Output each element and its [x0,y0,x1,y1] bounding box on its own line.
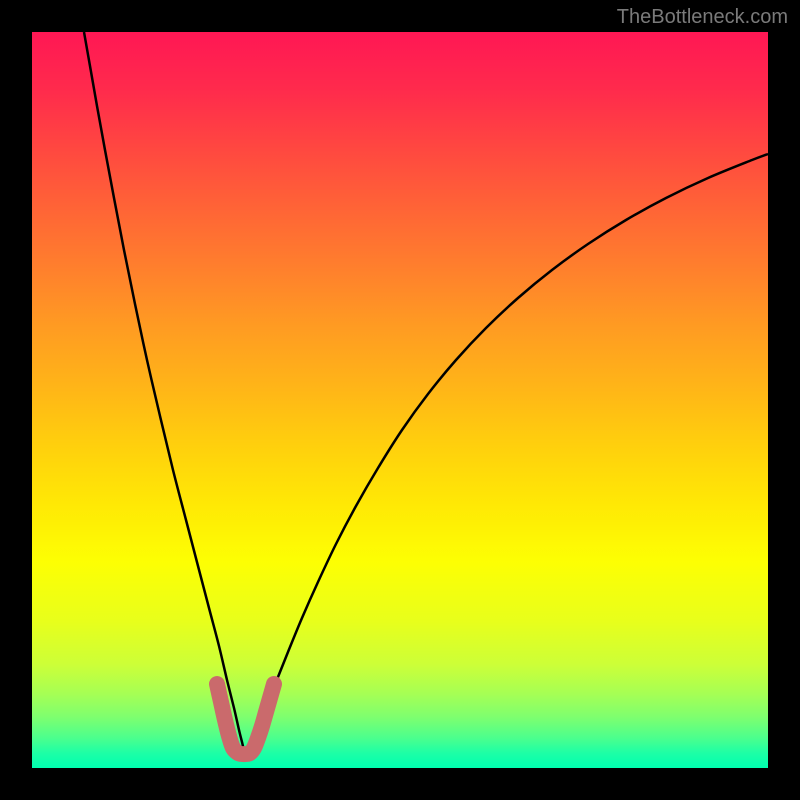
chart-plot-area [32,32,768,768]
background-rect [32,32,768,768]
watermark-text: TheBottleneck.com [617,6,788,29]
chart-svg [32,32,768,768]
